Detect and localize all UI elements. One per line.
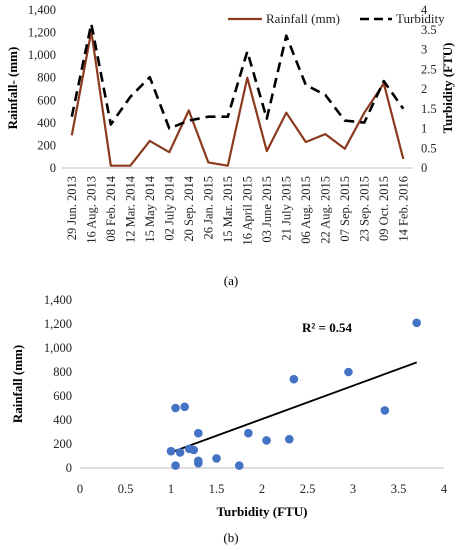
chart-a-x-tick-label: 20 Sep. 2014: [182, 175, 196, 241]
chart-b-y-tick-label: 1,000: [44, 341, 72, 355]
chart-a-x-tick-label: 03 June 2015: [260, 176, 274, 243]
chart-b-x-tick-label: 1.5: [209, 482, 225, 496]
chart-a-x-tick-label: 06 Aug. 2015: [299, 176, 313, 244]
chart-a-y2-tick-label: 0.5: [421, 141, 437, 155]
chart-b-data-point: [175, 448, 185, 457]
turbidity-series-line: [70, 22, 405, 130]
chart-a-y2-tick-label: 0: [421, 161, 427, 175]
chart-a-x-tick-label: 07 Sep. 2015: [338, 176, 352, 242]
chart-b-data-point: [166, 446, 176, 456]
chart-a-y-tick-label: 1,200: [28, 26, 56, 40]
chart-a-x-tick-label: 02 July 2014: [162, 175, 176, 240]
chart-b-data-point: [189, 445, 199, 455]
chart-b-x-tick-label: 2: [259, 482, 265, 496]
chart-b-y-tick-label: 600: [53, 389, 72, 403]
chart-b-y-tick-label: 1,200: [44, 317, 72, 331]
chart-b-marks: 0 200 400 600 800 1,000 1,200 1,400 0 0.5 1 1.5 2 2.5…: [44, 293, 448, 496]
chart-a-y2-tick-label: 1: [421, 122, 427, 136]
chart-b-y-tick-label: 0: [66, 461, 72, 475]
chart-b-y-axis-title: Rainfall (mm): [10, 345, 25, 423]
chart-a-legend: Rainfall (mm) Turbidity: [228, 11, 445, 26]
chart-a-time-series: 0 200 400 600 800 1,000 1,200 1,400 0 0.5 1 1.5 2 2.5…: [5, 3, 455, 288]
chart-b-data-point: [212, 454, 221, 463]
chart-b-data-point: [412, 318, 422, 328]
chart-a-x-tick-label: 09 Oct. 2015: [377, 176, 391, 241]
chart-b-data-point: [262, 436, 271, 445]
chart-b-x-tick-label: 3: [350, 482, 356, 496]
chart-a-x-tick-label: 14 Feb. 2016: [396, 176, 410, 242]
chart-b-x-tick-label: 0.5: [118, 482, 134, 496]
chart-b-y-tick-label: 400: [53, 413, 72, 427]
chart-b-x-tick-label: 4: [441, 482, 448, 496]
chart-a-y-tick-label: 400: [37, 116, 56, 130]
chart-b-r-squared-annotation: R² = 0.54: [302, 320, 352, 335]
chart-a-y-tick-label: 1,400: [28, 3, 56, 17]
chart-b-panel-label: (b): [223, 530, 238, 545]
legend-rainfall-label: Rainfall (mm): [266, 11, 340, 26]
chart-a-x-tick-label: 23 Sep. 2015: [357, 176, 371, 242]
chart-a-marks: 0 200 400 600 800 1,000 1,200 1,400 0 0.5 1 1.5 2 2.5…: [28, 3, 437, 245]
chart-b-data-point: [380, 406, 390, 415]
chart-b-data-point: [180, 402, 189, 412]
chart-b-trendline: [170, 361, 418, 454]
chart-b-y-tick-label: 200: [53, 437, 72, 451]
chart-b-x-axis-title: Turbidity (FTU): [217, 504, 308, 519]
legend-turbidity-label: Turbidity: [396, 11, 445, 26]
chart-b-data-point: [194, 456, 203, 466]
chart-a-x-tick-label: 22 Aug. 2015: [318, 176, 332, 244]
chart-a-x-tick-label: 08 Feb. 2014: [104, 175, 118, 241]
chart-a-y2-tick-label: 3: [421, 43, 427, 57]
chart-a-y-tick-label: 1,000: [28, 48, 56, 62]
chart-b-data-point: [171, 403, 180, 413]
chart-b-x-tick-label: 0: [77, 482, 83, 496]
chart-b-data-point: [171, 461, 180, 470]
chart-a-y2-tick-label: 1.5: [421, 102, 437, 116]
chart-a-x-tick-label: 26 Jan. 2015: [201, 176, 215, 240]
chart-a-x-tick-label: 16 Aug. 2013: [84, 176, 98, 244]
chart-b-data-point: [234, 461, 244, 470]
chart-a-y-tick-label: 800: [37, 71, 56, 85]
chart-a-y-tick-label: 0: [50, 161, 56, 175]
chart-a-y2-tick-label: 4: [421, 3, 428, 17]
chart-b-data-point: [285, 434, 294, 444]
rainfall-series-line: [70, 30, 405, 167]
chart-b-data-point: [244, 428, 253, 438]
chart-a-x-tick-label: 15 Mar. 2015: [221, 176, 235, 243]
chart-a-x-tick-label: 29 Jun. 2013: [65, 176, 79, 240]
chart-b-data-point: [194, 428, 203, 438]
chart-a-y2-tick-label: 3.5: [421, 23, 437, 37]
chart-b-scatter: 0 200 400 600 800 1,000 1,200 1,400 0 0.5 1 1.5 2 2.5…: [10, 293, 448, 545]
chart-b-data-point: [344, 367, 353, 377]
chart-a-y-axis-title: Rainfall- (mm): [5, 47, 20, 130]
chart-a-y-tick-label: 600: [37, 93, 56, 107]
chart-a-y2-tick-label: 2: [421, 82, 427, 96]
chart-a-y2-axis-title: Turbidity (FTU): [440, 43, 455, 134]
chart-a-y2-tick-label: 2.5: [421, 62, 437, 76]
chart-b-y-tick-label: 800: [53, 365, 72, 379]
chart-a-x-tick-label: 15 May 2014: [143, 175, 157, 242]
chart-b-data-point: [289, 374, 299, 384]
chart-a-x-tick-label: 12 Mar. 2014: [123, 175, 137, 243]
chart-b-x-tick-label: 1: [168, 482, 174, 496]
chart-a-y-tick-label: 200: [37, 138, 56, 152]
chart-a-panel-label: (a): [224, 273, 238, 288]
chart-b-y-tick-label: 1,400: [44, 293, 72, 307]
chart-a-x-tick-label: 16 April 2015: [240, 176, 254, 245]
chart-b-x-tick-label: 3.5: [391, 482, 407, 496]
chart-b-x-tick-label: 2.5: [300, 482, 316, 496]
chart-a-x-tick-label: 21 July 2015: [279, 176, 293, 241]
